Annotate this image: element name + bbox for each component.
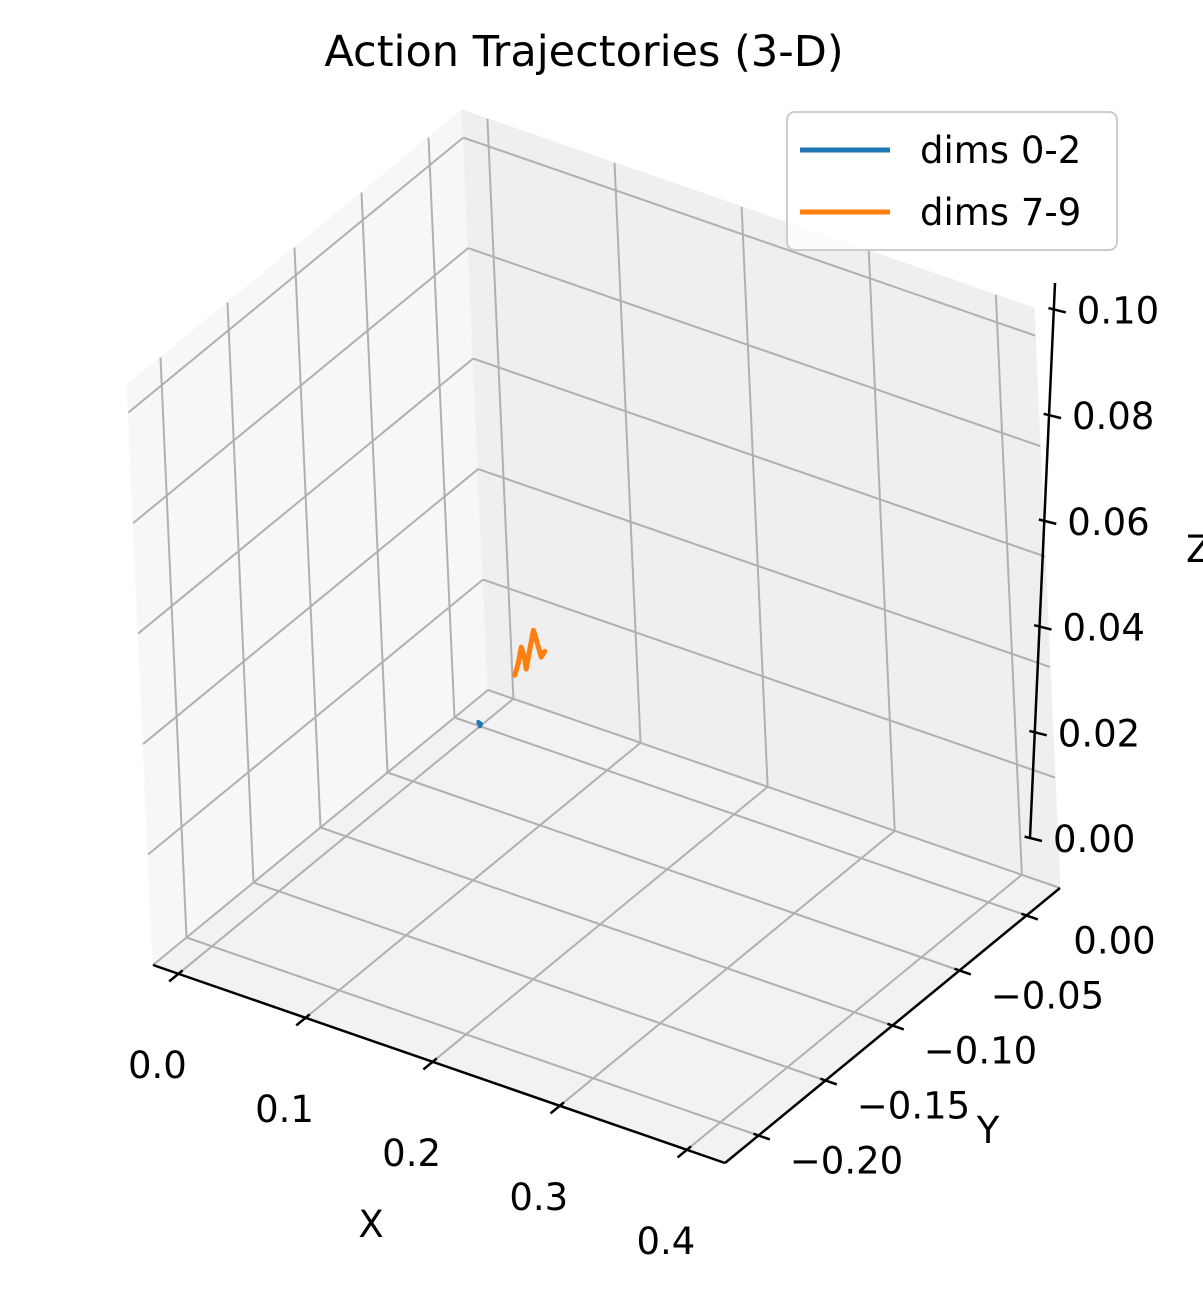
z-axis-line xyxy=(1028,282,1057,839)
grid-line-y-left xyxy=(293,247,322,828)
grid-line-z-left xyxy=(127,136,464,414)
x-axis-label: X xyxy=(358,1203,383,1246)
y-tick-mark xyxy=(953,967,972,976)
x-tick-label: 0.2 xyxy=(382,1132,441,1175)
series-lines xyxy=(476,627,548,729)
x-tick-label: 0.3 xyxy=(509,1176,568,1219)
series-line-1 xyxy=(512,627,548,678)
grid-line-y-left xyxy=(159,357,188,938)
y-tick-label: −0.20 xyxy=(790,1140,903,1183)
y-tick-label: −0.05 xyxy=(991,975,1104,1018)
grid-line-x-back xyxy=(613,162,642,743)
x-axis-line xyxy=(152,963,726,1165)
legend-label-dims-7-9: dims 7-9 xyxy=(920,191,1081,234)
x-tick-mark xyxy=(295,1013,311,1027)
grid-line-y-floor xyxy=(186,936,759,1137)
x-tick-mark xyxy=(549,1101,565,1115)
grid-line-x-back xyxy=(740,206,769,787)
z-tick-mark xyxy=(1029,729,1048,737)
grid-line-y-left xyxy=(360,192,389,773)
grid-lines xyxy=(127,118,1061,1151)
grid-line-z-back xyxy=(472,357,1046,558)
grid-line-y-floor xyxy=(454,716,1027,917)
legend-label-dims-0-2: dims 0-2 xyxy=(920,129,1081,172)
grid-line-z-back xyxy=(462,136,1036,337)
x-tick-mark xyxy=(168,969,184,983)
z-tick-mark xyxy=(1038,518,1057,526)
grid-line-x-back xyxy=(486,118,515,699)
chart-title: Action Trajectories (3-D) xyxy=(324,27,843,77)
grid-line-x-back xyxy=(867,250,896,831)
z-axis-label: Z xyxy=(1186,528,1203,571)
legend-frame xyxy=(786,111,1118,251)
grid-line-z-back xyxy=(482,578,1056,779)
x-tick-mark xyxy=(422,1057,438,1071)
z-tick-mark xyxy=(1033,624,1052,631)
grid-line-y-floor xyxy=(253,881,826,1082)
z-tick-label: 0.00 xyxy=(1053,818,1135,861)
grid-line-z-left xyxy=(137,357,474,635)
y-tick-mark xyxy=(886,1022,905,1031)
x-tick-label: 0.0 xyxy=(128,1044,187,1087)
grid-line-x-back xyxy=(994,294,1023,875)
y-axis-label: Y xyxy=(976,1109,1000,1152)
x-tick-label: 0.1 xyxy=(255,1088,314,1131)
grid-line-z-left xyxy=(147,578,484,856)
z-tick-label: 0.10 xyxy=(1077,289,1159,332)
grid-line-y-floor xyxy=(320,826,893,1027)
axis-ticks: 0.0 0.1 0.2 0.3 0.4 0.00 −0.05 −0.10 −0.15 −0.20 0… xyxy=(128,289,1159,1262)
y-tick-label: −0.10 xyxy=(924,1030,1037,1073)
grid-line-z-left xyxy=(132,247,469,524)
grid-line-z-back xyxy=(487,689,1061,889)
grid-line-z-back xyxy=(467,247,1041,448)
y-tick-label: 0.00 xyxy=(1073,920,1155,963)
z-tick-label: 0.02 xyxy=(1058,712,1140,755)
y-tick-mark xyxy=(752,1132,771,1141)
y-tick-mark xyxy=(819,1077,838,1086)
z-tick-mark xyxy=(1043,412,1062,420)
z-tick-label: 0.04 xyxy=(1063,607,1145,650)
grid-line-z-left xyxy=(152,689,489,966)
z-tick-label: 0.06 xyxy=(1067,501,1149,544)
grid-line-y-floor xyxy=(387,771,960,972)
grid-line-z-back xyxy=(477,468,1051,668)
legend: dims 0-2 dims 7-9 xyxy=(786,111,1118,251)
z-tick-mark xyxy=(1048,306,1067,314)
grid-line-z-left xyxy=(142,468,479,745)
z-tick-label: 0.08 xyxy=(1072,395,1154,438)
x-tick-mark xyxy=(676,1145,692,1159)
series-line-0 xyxy=(476,719,484,729)
z-tick-mark xyxy=(1024,835,1043,843)
y-tick-label: −0.15 xyxy=(857,1085,970,1128)
x-tick-label: 0.4 xyxy=(636,1220,695,1263)
grid-line-y-left xyxy=(226,302,255,883)
y-tick-mark xyxy=(1020,912,1039,921)
grid-line-y-left xyxy=(427,137,456,718)
